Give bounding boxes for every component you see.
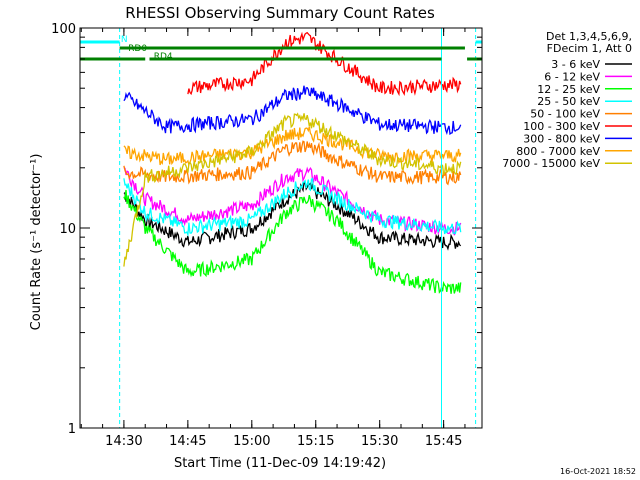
legend-label: 6 - 12 keV xyxy=(544,70,600,83)
y-axis-label: Count Rate (s⁻¹ detector⁻¹) xyxy=(29,154,44,331)
legend-label: 3 - 6 keV xyxy=(551,58,600,71)
annotation-label: RD0 xyxy=(128,44,147,54)
series-lines xyxy=(123,31,462,294)
x-tick-label: 14:45 xyxy=(169,434,206,449)
series-line xyxy=(123,140,462,186)
axes: 14:30 14:45 15:00 15:15 15:30 15:45 1 10 100 xyxy=(51,22,483,449)
x-tick-label: 15:45 xyxy=(425,434,462,449)
series-line xyxy=(123,181,462,251)
legend-label: 100 - 300 keV xyxy=(523,120,600,133)
x-tick-label: 15:30 xyxy=(361,434,398,449)
x-tick-label: 15:15 xyxy=(297,434,334,449)
y-tick-label: 1 xyxy=(68,422,76,437)
y-tick-label: 100 xyxy=(51,22,76,37)
timestamp: 16-Oct-2021 18:52 xyxy=(560,467,636,476)
legend-label: 50 - 100 keV xyxy=(530,108,600,121)
y-tick-label: 10 xyxy=(59,222,76,237)
series-line xyxy=(187,31,462,97)
x-tick-label: 14:30 xyxy=(105,434,142,449)
legend-label: 7000 - 15000 keV xyxy=(502,157,600,170)
x-tick-label: 15:00 xyxy=(233,434,270,449)
series-line xyxy=(123,126,462,167)
series-line xyxy=(123,112,462,267)
legend-label: 800 - 7000 keV xyxy=(516,145,600,158)
legend-header-1: Det 1,3,4,5,6,9, xyxy=(546,30,632,43)
series-line xyxy=(123,189,462,294)
annotation-label: RD4 xyxy=(154,52,173,62)
series-line xyxy=(123,177,462,238)
chart-title: RHESSI Observing Summary Count Rates xyxy=(125,4,435,22)
legend-label: 12 - 25 keV xyxy=(537,83,600,96)
legend-label: 300 - 800 keV xyxy=(523,132,600,145)
x-axis-label: Start Time (11-Dec-09 14:19:42) xyxy=(174,456,386,471)
legend-label: 25 - 50 keV xyxy=(537,95,600,108)
series-line xyxy=(123,85,462,136)
annotation-label: N xyxy=(121,35,128,45)
legend-header-2: FDecim 1, Att 0 xyxy=(547,42,632,55)
